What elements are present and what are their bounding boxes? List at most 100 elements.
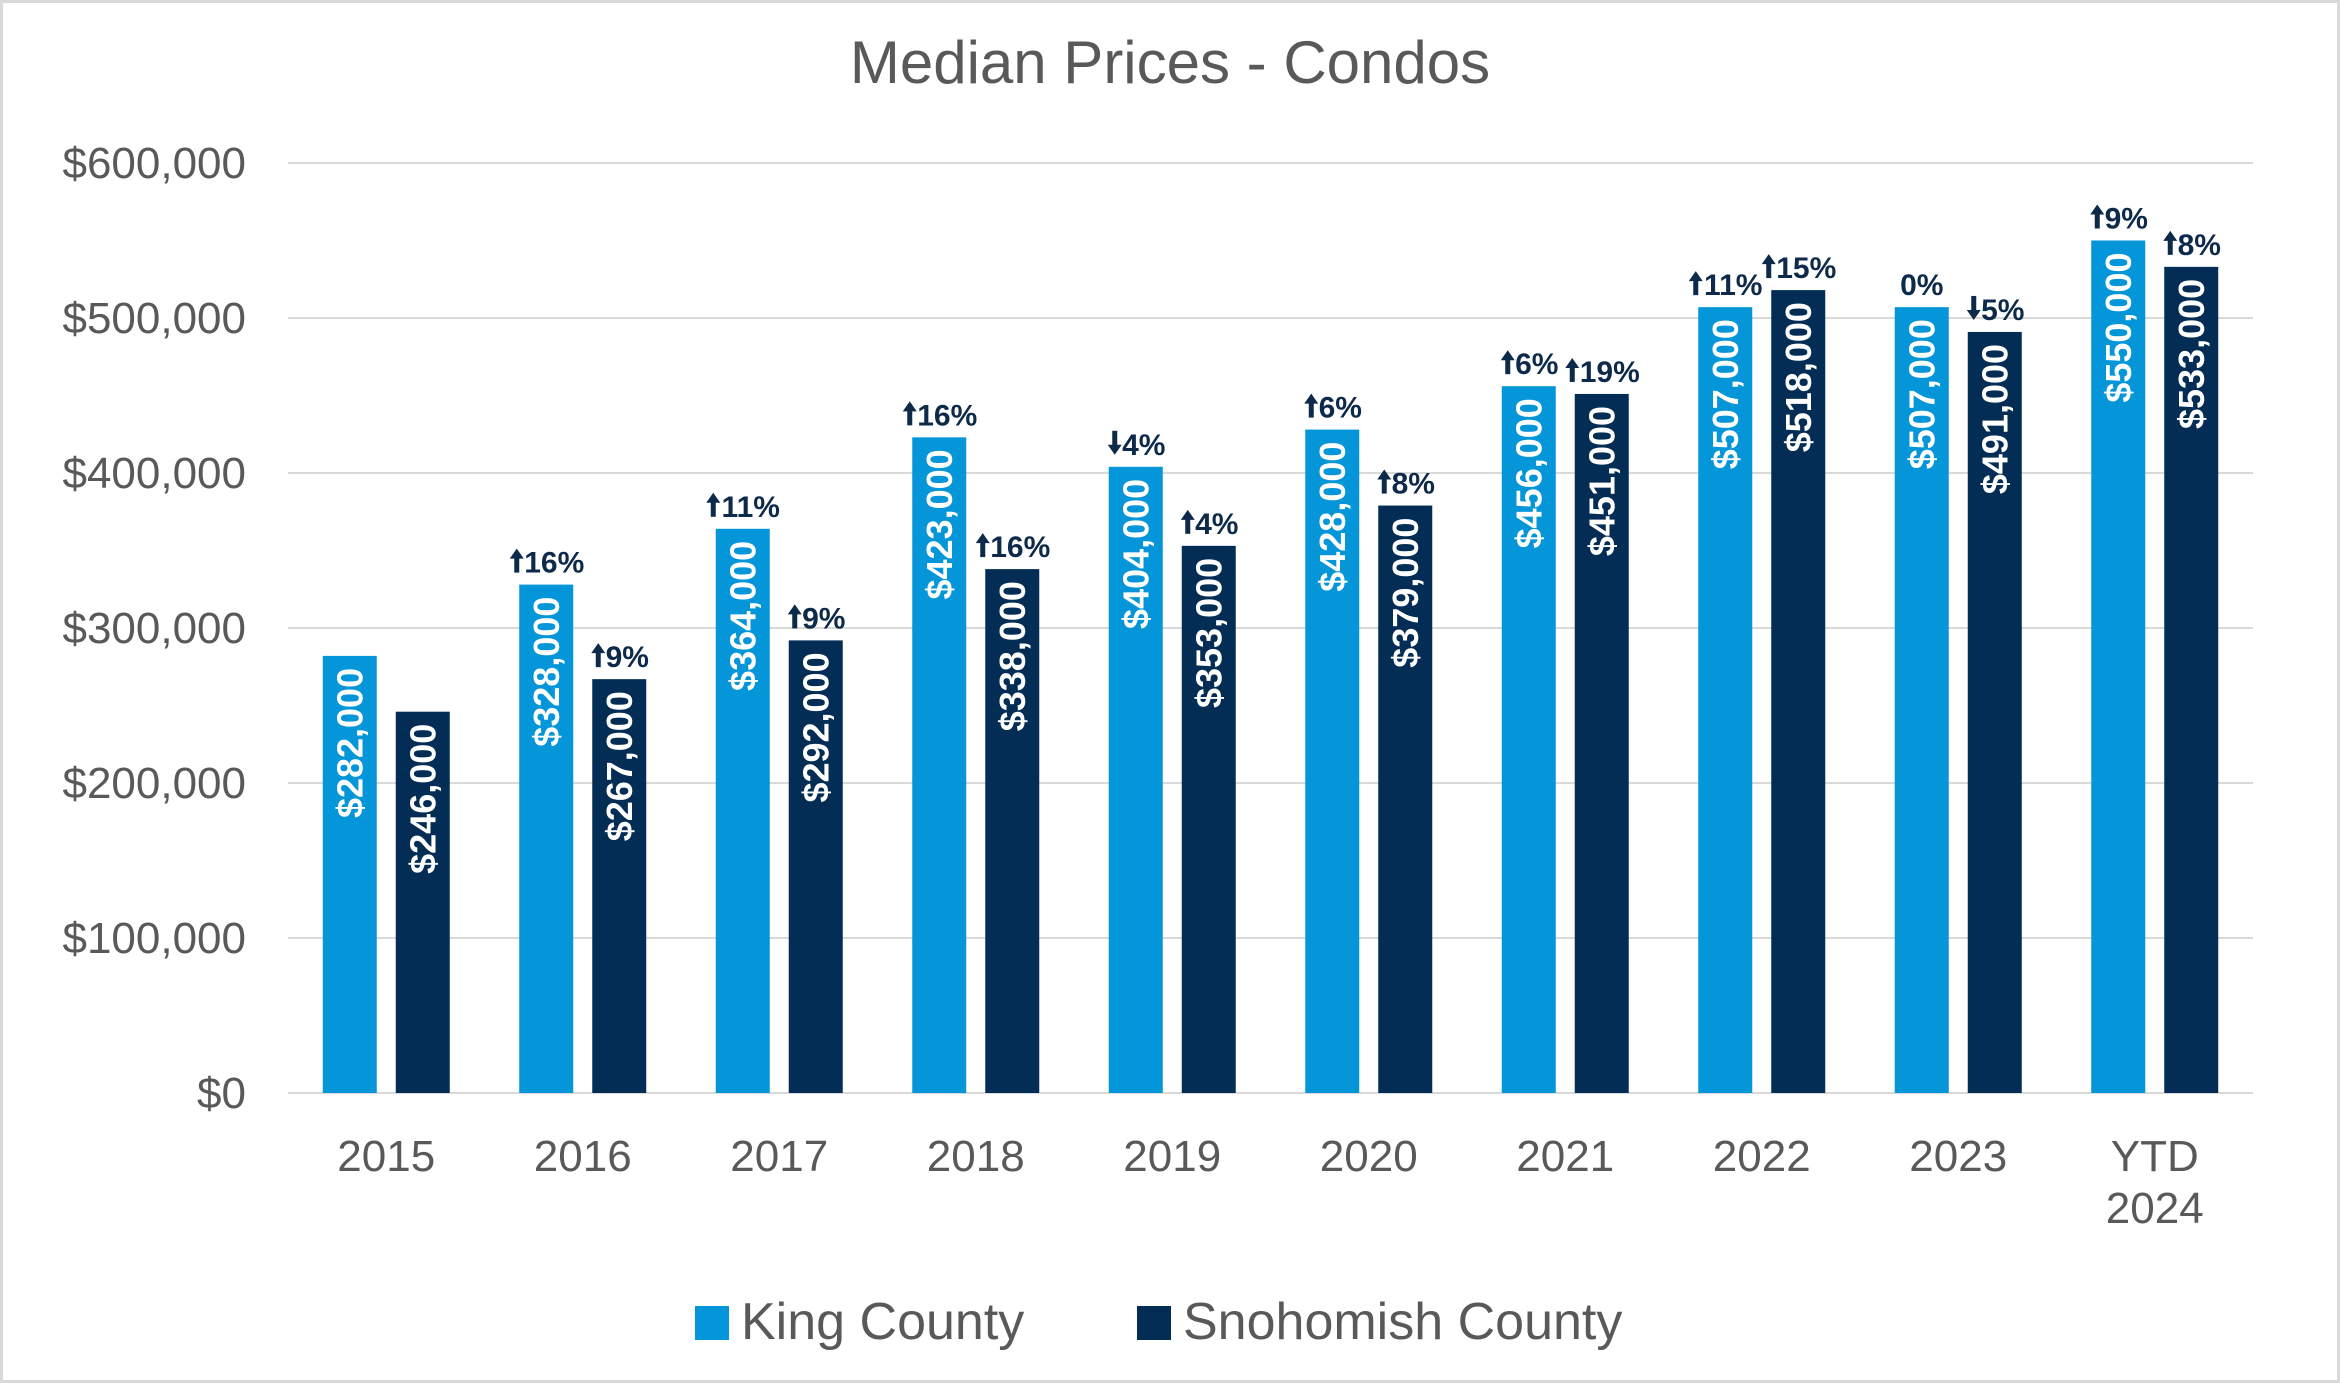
bar-king (2091, 240, 2146, 1093)
bar-snohomish (1181, 545, 1236, 1093)
change-label: 4% (1180, 508, 1238, 541)
bars: $282,000 $246,000 $328,000 16% $267,000 9% $36… (322, 203, 2221, 1094)
x-tick-label: 2021 (1516, 1132, 1614, 1181)
x-tick-label: YTD 2024 (2106, 1132, 2204, 1233)
change-label-text: 11% (1704, 269, 1762, 302)
change-label-text: 6% (1319, 392, 1362, 425)
bar-value-label: $491,000 (1974, 344, 2015, 494)
bar-value-label: $364,000 (722, 541, 763, 691)
change-label-text: 9% (2105, 203, 2148, 236)
bar-value-label: $282,000 (329, 668, 370, 818)
change-label-text: 0% (1900, 269, 1943, 302)
bar-snohomish (985, 569, 1040, 1093)
change-label: 8% (2163, 229, 2221, 262)
change-label: 16% (509, 547, 584, 580)
arrow-up-icon (1688, 271, 1703, 296)
change-label-text: 11% (722, 491, 780, 524)
change-label-text: 6% (1515, 348, 1558, 381)
bar-king (1108, 466, 1163, 1093)
bar-value-label: $507,000 (1705, 319, 1746, 469)
arrow-up-icon (1761, 254, 1776, 279)
x-tick-label: 2020 (1320, 1132, 1418, 1181)
bar-snohomish (1378, 505, 1433, 1093)
x-tick-label: 2016 (534, 1132, 632, 1181)
y-tick-label: $600,000 (62, 139, 246, 188)
y-axis-ticks: $0 $100,000 $200,000 $300,000 $400,000 $500,0… (62, 139, 246, 1118)
change-label: 9% (2090, 203, 2148, 236)
change-label: 6% (1500, 348, 1558, 381)
arrow-up-icon (509, 548, 524, 573)
bar-king (1501, 386, 1556, 1093)
bar-value-label: $267,000 (599, 691, 640, 841)
bar-king (912, 437, 967, 1094)
change-label-text: 16% (917, 399, 977, 432)
x-tick-label: 2022 (1713, 1132, 1811, 1181)
x-tick-label: 2023 (1909, 1132, 2007, 1181)
arrow-up-icon (787, 604, 802, 629)
bar-value-label: $550,000 (2098, 253, 2139, 403)
arrow-up-icon (902, 401, 917, 426)
bar-value-label: $456,000 (1508, 398, 1549, 548)
change-label: 9% (591, 641, 649, 674)
bar-snohomish (788, 640, 843, 1093)
y-tick-label: $0 (197, 1069, 246, 1118)
x-tick-label: 2015 (337, 1132, 435, 1181)
y-tick-label: $100,000 (62, 914, 246, 963)
legend-item-king-county: King County (695, 1293, 1024, 1351)
change-label: 9% (787, 602, 845, 635)
bar-king (322, 655, 377, 1093)
chart: Median Prices - Condos $0 $100,000 $200,00… (62, 29, 2253, 1351)
legend-swatch (1137, 1306, 1171, 1340)
change-label-text: 8% (1392, 468, 1435, 501)
bar-king (519, 584, 574, 1093)
change-label-text: 9% (606, 641, 649, 674)
bar-king (1698, 307, 1753, 1093)
legend: King County Snohomish County (695, 1293, 1622, 1351)
bar-snohomish (395, 711, 450, 1093)
bar-value-label: $353,000 (1188, 558, 1229, 708)
bar-snohomish (592, 679, 647, 1093)
change-label-text: 15% (1776, 252, 1836, 285)
change-label-text: 19% (1580, 356, 1640, 389)
change-label: 11% (1688, 269, 1762, 302)
arrow-down-icon (1966, 295, 1981, 320)
y-tick-label: $400,000 (62, 449, 246, 498)
change-label: 6% (1304, 392, 1362, 425)
bar-value-label: $404,000 (1115, 479, 1156, 629)
change-label-text: 16% (524, 547, 584, 580)
bar-king (1305, 429, 1360, 1094)
bar-snohomish (1967, 331, 2022, 1093)
change-label: 8% (1377, 468, 1435, 501)
x-axis-ticks: 2015 2016 2017 2018 2019 2020 2021 2022 2023 YTD 2… (337, 1132, 2203, 1233)
x-tick-label: 2019 (1123, 1132, 1221, 1181)
bar-value-label: $533,000 (2171, 279, 2212, 429)
change-label-text: 4% (1122, 429, 1165, 462)
bar-king (715, 528, 770, 1093)
arrow-up-icon (2090, 204, 2105, 229)
y-tick-label: $500,000 (62, 294, 246, 343)
legend-label: Snohomish County (1183, 1293, 1622, 1351)
bar-value-label: $428,000 (1312, 442, 1353, 592)
change-label: 0% (1900, 269, 1943, 302)
arrow-up-icon (975, 533, 990, 558)
change-label-text: 16% (990, 531, 1050, 564)
bar-value-label: $423,000 (919, 449, 960, 599)
arrow-up-icon (1304, 393, 1319, 418)
x-tick-label: 2017 (730, 1132, 828, 1181)
arrow-up-icon (1377, 469, 1392, 494)
bar-value-label: $451,000 (1581, 406, 1622, 556)
legend-item-snohomish-county: Snohomish County (1137, 1293, 1622, 1351)
arrow-up-icon (591, 643, 606, 668)
bar-snohomish (1574, 393, 1629, 1093)
arrow-down-icon (1107, 430, 1122, 455)
bar-value-label: $338,000 (992, 581, 1033, 731)
change-label: 4% (1107, 429, 1165, 462)
legend-swatch (695, 1306, 729, 1340)
change-label-text: 5% (1981, 294, 2024, 327)
change-label: 19% (1565, 356, 1640, 389)
change-label: 16% (975, 531, 1050, 564)
arrow-up-icon (1180, 509, 1195, 534)
bar-snohomish (2164, 266, 2219, 1094)
bar-value-label: $507,000 (1901, 319, 1942, 469)
